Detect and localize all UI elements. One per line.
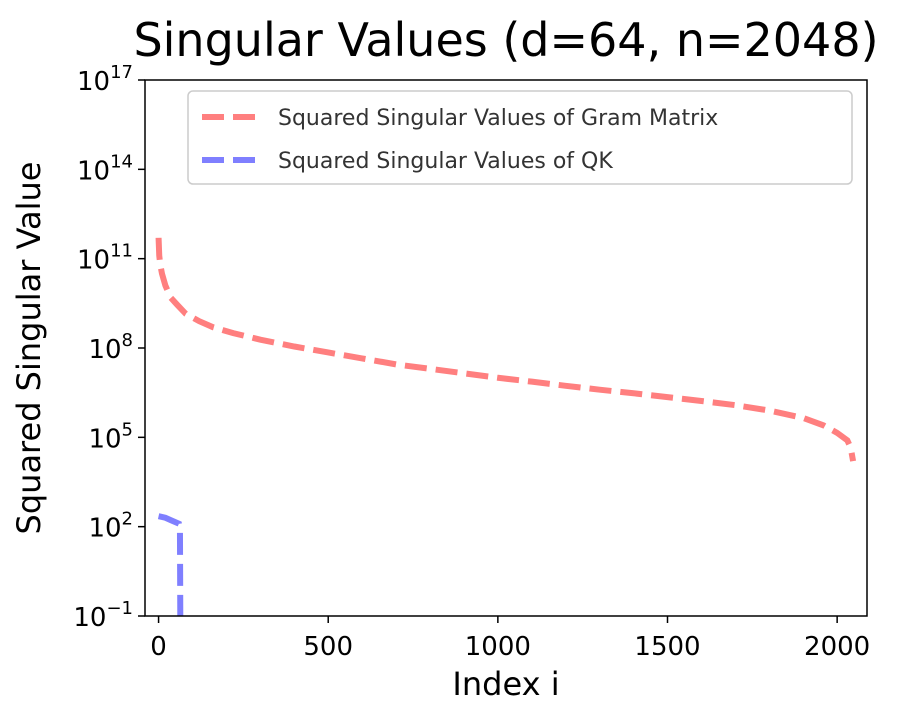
series-line-1 [157,513,184,616]
x-tick-label: 2000 [804,632,870,662]
y-axis-ticks: 10−1 102 105 108 1011 1014 1017 [73,62,145,633]
legend-frame [187,90,853,185]
x-tick-label: 500 [303,632,353,662]
y-tick-label: 1011 [77,241,133,276]
x-tick-label: 1500 [634,632,700,662]
legend-label-1: Squared Singular Values of QK [278,149,613,174]
series-line-0 [155,237,857,462]
y-tick-label: 108 [88,330,133,365]
y-tick-label: 10−1 [73,598,133,633]
y-tick-label: 102 [88,509,133,544]
series-layer [155,237,857,616]
x-tick-label: 0 [150,632,167,662]
x-tick-label: 1000 [465,632,531,662]
x-axis-ticks: 0 500 1000 1500 2000 [150,616,870,662]
legend-label-0: Squared Singular Values of Gram Matrix [278,106,718,131]
legend: Squared Singular Values of Gram Matrix Sq… [187,90,853,185]
y-axis-label: Squared Singular Value [10,162,48,535]
chart-title: Singular Values (d=64, n=2048) [133,13,878,67]
y-tick-label: 1014 [77,151,133,186]
y-tick-label: 1017 [77,62,133,97]
y-tick-label: 105 [88,419,133,454]
x-axis-label: Index i [452,665,559,703]
